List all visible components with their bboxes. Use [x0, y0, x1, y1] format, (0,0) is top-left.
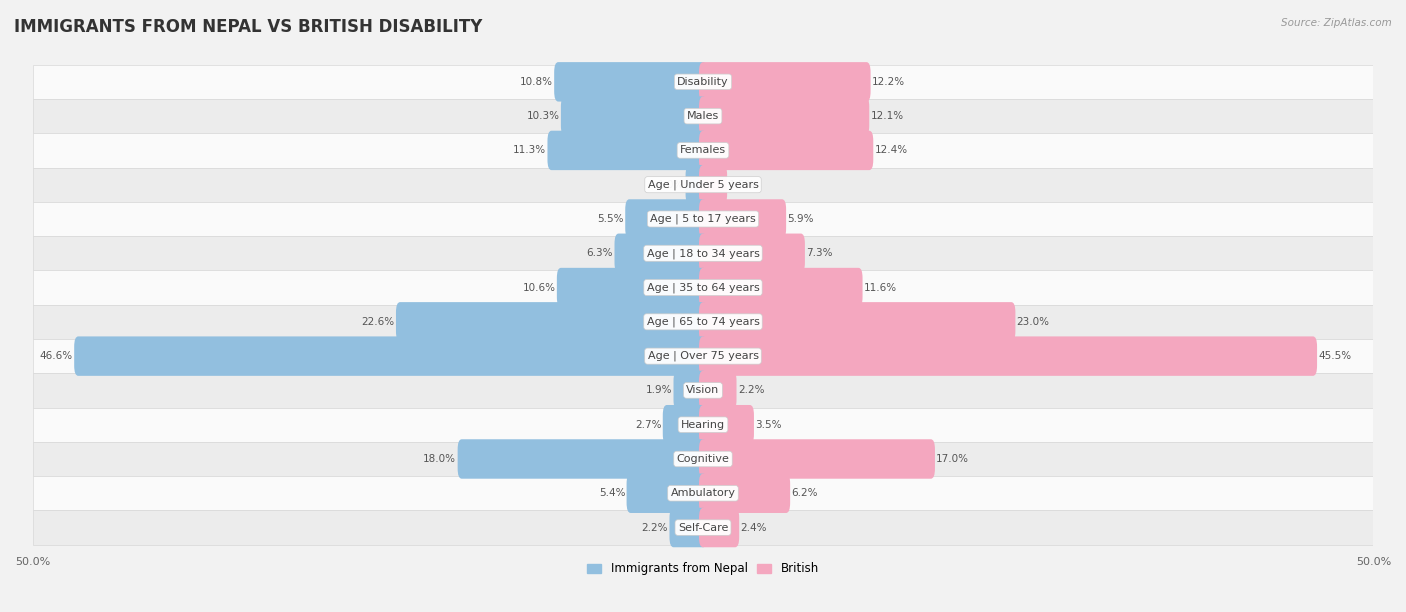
- Legend: Immigrants from Nepal, British: Immigrants from Nepal, British: [582, 558, 824, 580]
- FancyBboxPatch shape: [32, 202, 1374, 236]
- Text: 1.0%: 1.0%: [658, 180, 685, 190]
- FancyBboxPatch shape: [554, 62, 707, 102]
- Text: Age | 65 to 74 years: Age | 65 to 74 years: [647, 316, 759, 327]
- Text: Females: Females: [681, 146, 725, 155]
- Text: Ambulatory: Ambulatory: [671, 488, 735, 498]
- FancyBboxPatch shape: [699, 131, 873, 170]
- Text: Vision: Vision: [686, 386, 720, 395]
- Text: 2.2%: 2.2%: [738, 386, 765, 395]
- FancyBboxPatch shape: [627, 474, 707, 513]
- Text: 1.9%: 1.9%: [645, 386, 672, 395]
- FancyBboxPatch shape: [626, 200, 707, 239]
- FancyBboxPatch shape: [32, 510, 1374, 545]
- FancyBboxPatch shape: [699, 62, 870, 102]
- FancyBboxPatch shape: [32, 305, 1374, 339]
- Text: Cognitive: Cognitive: [676, 454, 730, 464]
- Text: Age | Under 5 years: Age | Under 5 years: [648, 179, 758, 190]
- FancyBboxPatch shape: [32, 133, 1374, 168]
- FancyBboxPatch shape: [699, 337, 1317, 376]
- Text: Males: Males: [688, 111, 718, 121]
- Text: 6.3%: 6.3%: [586, 248, 613, 258]
- FancyBboxPatch shape: [662, 405, 707, 444]
- Text: 5.9%: 5.9%: [787, 214, 814, 224]
- Text: 46.6%: 46.6%: [39, 351, 73, 361]
- Text: 17.0%: 17.0%: [936, 454, 969, 464]
- FancyBboxPatch shape: [699, 234, 804, 273]
- FancyBboxPatch shape: [32, 442, 1374, 476]
- Text: 5.5%: 5.5%: [598, 214, 624, 224]
- FancyBboxPatch shape: [673, 371, 707, 410]
- Text: 3.5%: 3.5%: [755, 420, 782, 430]
- Text: 12.4%: 12.4%: [875, 146, 908, 155]
- Text: Self-Care: Self-Care: [678, 523, 728, 532]
- FancyBboxPatch shape: [32, 339, 1374, 373]
- Text: IMMIGRANTS FROM NEPAL VS BRITISH DISABILITY: IMMIGRANTS FROM NEPAL VS BRITISH DISABIL…: [14, 18, 482, 36]
- Text: 18.0%: 18.0%: [423, 454, 457, 464]
- FancyBboxPatch shape: [614, 234, 707, 273]
- FancyBboxPatch shape: [699, 405, 754, 444]
- FancyBboxPatch shape: [561, 97, 707, 136]
- FancyBboxPatch shape: [32, 236, 1374, 271]
- FancyBboxPatch shape: [32, 373, 1374, 408]
- FancyBboxPatch shape: [699, 165, 727, 204]
- Text: 10.6%: 10.6%: [523, 283, 555, 293]
- FancyBboxPatch shape: [547, 131, 707, 170]
- Text: 12.2%: 12.2%: [872, 77, 905, 87]
- Text: Hearing: Hearing: [681, 420, 725, 430]
- Text: 22.6%: 22.6%: [361, 317, 395, 327]
- Text: 10.8%: 10.8%: [520, 77, 553, 87]
- Text: 2.2%: 2.2%: [641, 523, 668, 532]
- FancyBboxPatch shape: [32, 408, 1374, 442]
- Text: Source: ZipAtlas.com: Source: ZipAtlas.com: [1281, 18, 1392, 28]
- Text: 2.4%: 2.4%: [741, 523, 768, 532]
- FancyBboxPatch shape: [669, 508, 707, 547]
- FancyBboxPatch shape: [32, 271, 1374, 305]
- FancyBboxPatch shape: [699, 200, 786, 239]
- Text: Age | 35 to 64 years: Age | 35 to 64 years: [647, 282, 759, 293]
- Text: Age | 5 to 17 years: Age | 5 to 17 years: [650, 214, 756, 224]
- Text: 12.1%: 12.1%: [870, 111, 904, 121]
- FancyBboxPatch shape: [699, 302, 1015, 341]
- FancyBboxPatch shape: [32, 99, 1374, 133]
- FancyBboxPatch shape: [686, 165, 707, 204]
- Text: 1.5%: 1.5%: [728, 180, 755, 190]
- FancyBboxPatch shape: [699, 268, 862, 307]
- Text: Disability: Disability: [678, 77, 728, 87]
- Text: Age | Over 75 years: Age | Over 75 years: [648, 351, 758, 361]
- FancyBboxPatch shape: [699, 508, 740, 547]
- FancyBboxPatch shape: [557, 268, 707, 307]
- Text: 23.0%: 23.0%: [1017, 317, 1050, 327]
- Text: 2.7%: 2.7%: [636, 420, 661, 430]
- Text: 11.6%: 11.6%: [863, 283, 897, 293]
- FancyBboxPatch shape: [32, 476, 1374, 510]
- FancyBboxPatch shape: [457, 439, 707, 479]
- FancyBboxPatch shape: [396, 302, 707, 341]
- FancyBboxPatch shape: [699, 371, 737, 410]
- FancyBboxPatch shape: [699, 474, 790, 513]
- FancyBboxPatch shape: [32, 65, 1374, 99]
- FancyBboxPatch shape: [32, 168, 1374, 202]
- Text: Age | 18 to 34 years: Age | 18 to 34 years: [647, 248, 759, 258]
- Text: 7.3%: 7.3%: [806, 248, 832, 258]
- Text: 10.3%: 10.3%: [526, 111, 560, 121]
- FancyBboxPatch shape: [699, 439, 935, 479]
- FancyBboxPatch shape: [699, 97, 869, 136]
- Text: 45.5%: 45.5%: [1319, 351, 1351, 361]
- FancyBboxPatch shape: [75, 337, 707, 376]
- Text: 11.3%: 11.3%: [513, 146, 546, 155]
- Text: 5.4%: 5.4%: [599, 488, 626, 498]
- Text: 6.2%: 6.2%: [792, 488, 818, 498]
